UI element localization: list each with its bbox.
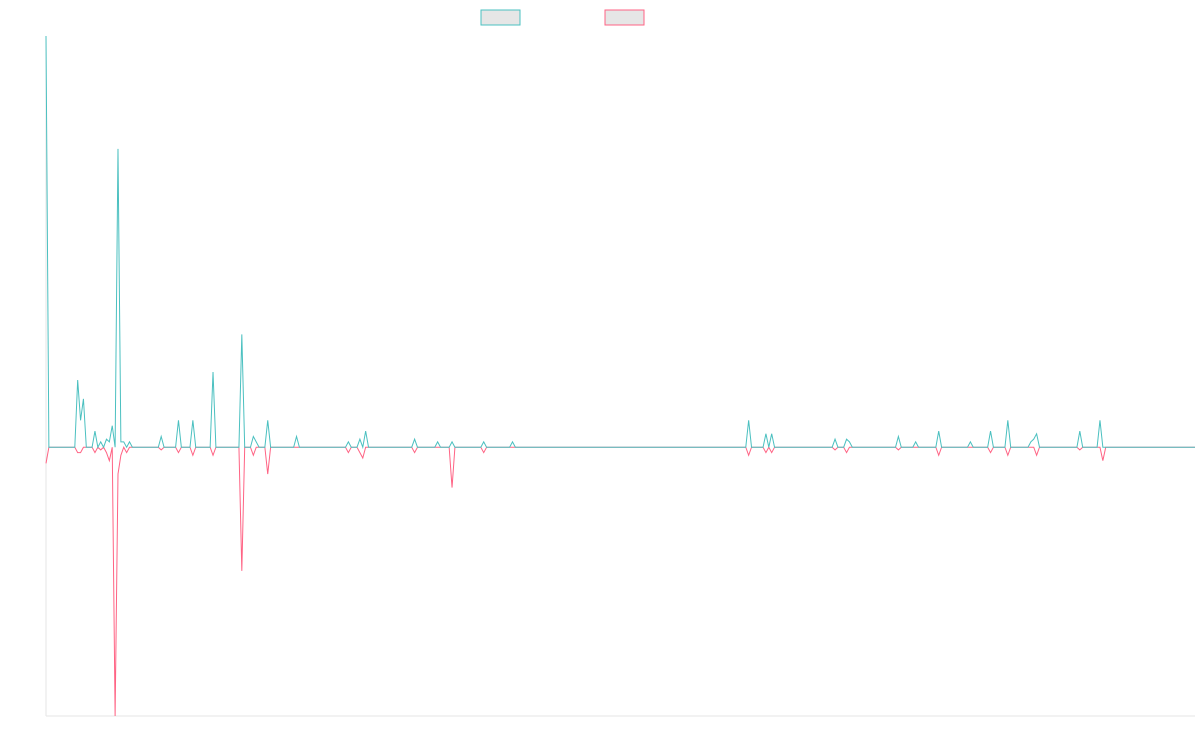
legend-swatch-series-1[interactable] <box>480 9 521 26</box>
series-line-1[interactable] <box>45 35 1195 450</box>
legend-swatch-series-2[interactable] <box>604 9 645 26</box>
legend[interactable] <box>480 9 645 26</box>
plot-area <box>45 35 1195 717</box>
series-line-2[interactable] <box>45 446 1195 717</box>
